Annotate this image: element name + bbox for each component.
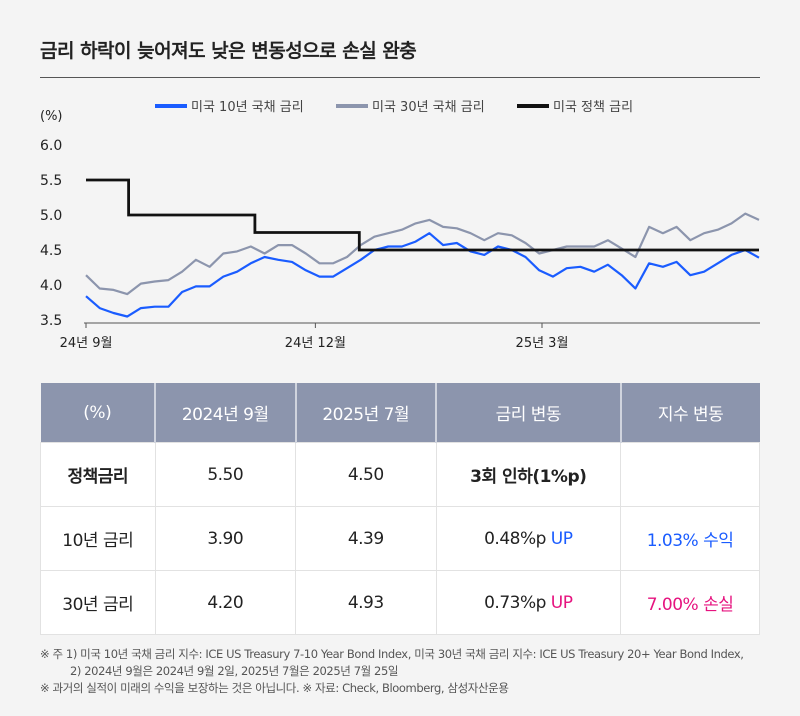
x-tick-label: 24년 9월 (60, 336, 113, 351)
page-title: 금리 하락이 늦어져도 낮은 변동성으로 손실 완충 (40, 40, 417, 62)
y-axis-label: (%) (40, 109, 63, 124)
legend: 미국 10년 국채 금리 미국 30년 국채 금리 미국 정책 금리 (155, 100, 633, 115)
series-lines (85, 178, 760, 318)
rate-table: (%) 2024년 9월 2025년 7월 금리 변동 지수 변동 정책금리 5… (40, 383, 760, 635)
y-ticks: 6.0 5.5 5.0 4.5 4.0 3.5 (40, 138, 62, 329)
cell-jul: 4.93 (295, 570, 437, 635)
footnote-3: ※ 과거의 실적이 미래의 수익을 보장하는 것은 아닙니다. ※ 자료: Ch… (40, 681, 509, 695)
cell-sep: 4.20 (154, 570, 296, 635)
table-row-policy: 정책금리 5.50 4.50 3회 인하(1%p) (40, 442, 760, 507)
change-value: 0.73%p (484, 592, 546, 613)
y-tick-label: 5.0 (40, 208, 62, 224)
header-index: 지수 변동 (619, 383, 760, 443)
cell-change: 0.48%p UP (435, 506, 622, 571)
cell-sep: 3.90 (154, 506, 296, 571)
y-tick-label: 4.0 (40, 278, 62, 294)
cell-change: 3회 인하(1%p) (435, 442, 622, 507)
up-tag: UP (550, 528, 573, 549)
header-sep: 2024년 9월 (154, 383, 296, 443)
series-line-10y (85, 232, 760, 318)
cell-sep: 5.50 (154, 442, 296, 507)
rate-chart: 미국 10년 국채 금리 미국 30년 국채 금리 미국 정책 금리 (%) 6.0… (40, 100, 760, 351)
row-label: 10년 금리 (40, 506, 156, 571)
series-line-policy (86, 178, 759, 252)
cell-index: 1.03% 수익 (620, 506, 760, 571)
change-value: 0.48%p (484, 528, 546, 549)
footnotes: ※ 주 1) 미국 10년 국채 금리 지수: ICE US Treasury … (40, 646, 744, 697)
header-unit: (%) (40, 383, 155, 443)
footnote-1: ※ 주 1) 미국 10년 국채 금리 지수: ICE US Treasury … (40, 647, 744, 661)
y-tick-label: 6.0 (40, 138, 62, 154)
series-line-30y (85, 212, 760, 296)
legend-label: 미국 10년 국채 금리 (191, 100, 304, 115)
title-divider (40, 77, 760, 78)
cell-index: 7.00% 손실 (620, 570, 760, 635)
x-tick-label: 25년 3월 (516, 336, 569, 351)
row-label: 30년 금리 (40, 570, 156, 635)
y-tick-label: 3.5 (40, 313, 62, 329)
cell-jul: 4.50 (295, 442, 437, 507)
table-row-30y: 30년 금리 4.20 4.93 0.73%p UP 7.00% 손실 (40, 570, 760, 635)
up-tag: UP (550, 592, 573, 613)
header-jul: 2025년 7월 (294, 383, 436, 443)
legend-label: 미국 정책 금리 (553, 100, 633, 115)
legend-label: 미국 30년 국채 금리 (372, 100, 485, 115)
y-tick-label: 5.5 (40, 173, 62, 189)
y-tick-label: 4.5 (40, 243, 62, 259)
x-ticks: 24년 9월 24년 12월 25년 3월 (60, 323, 569, 351)
header-change: 금리 변동 (435, 383, 621, 443)
cell-index (620, 442, 760, 507)
x-tick-label: 24년 12월 (285, 336, 346, 351)
cell-jul: 4.39 (295, 506, 437, 571)
table-row-10y: 10년 금리 3.90 4.39 0.48%p UP 1.03% 수익 (40, 506, 760, 571)
row-label: 정책금리 (40, 442, 156, 507)
cell-change: 0.73%p UP (435, 570, 622, 635)
footnote-2: 2) 2024년 9월은 2024년 9월 2일, 2025년 7월은 2025… (70, 664, 399, 678)
